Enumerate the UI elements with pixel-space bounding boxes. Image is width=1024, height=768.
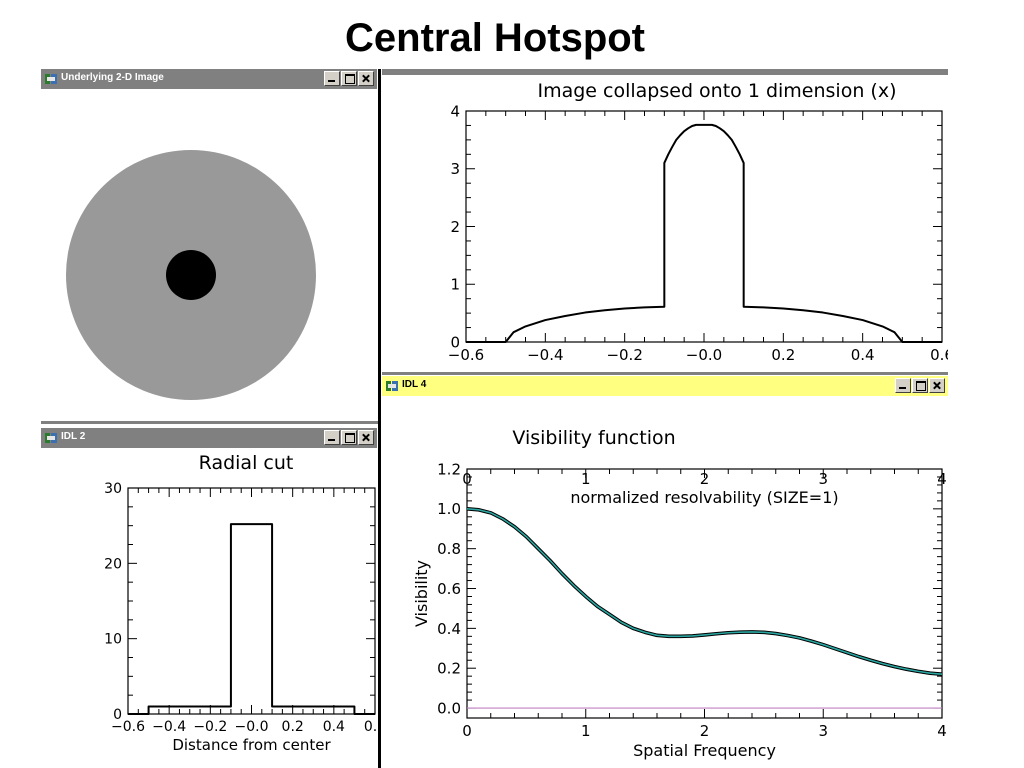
chart-title: Radial cut [199,452,294,474]
plot-frame [465,110,943,343]
y-tick-label: 3 [450,160,460,178]
window-controls [895,378,945,394]
y-tick-label: 4 [450,102,460,120]
image-window-titlebar[interactable]: Underlying 2-D Image [41,69,377,89]
x-tick-label: 0.2 [771,346,795,364]
idl-app-icon [386,381,398,391]
top-x-tick-label: 1 [581,470,591,488]
top-x-tick-label: 3 [818,470,828,488]
x-axis-label: Distance from center [172,736,331,754]
x-tick-label: 0 [462,722,472,740]
maximize-button[interactable] [341,430,357,445]
window-controls [324,430,374,446]
window-divider [41,421,378,424]
x-tick-label: −0.6 [111,719,145,735]
x-tick-label: 2 [700,722,710,740]
x-tick-label: 0.6 [364,719,377,735]
x-tick-label: 4 [937,722,947,740]
x-tick-label: 0.2 [282,719,304,735]
y-tick-label: 0.6 [437,580,461,598]
x-tick-label: 3 [818,722,828,740]
x-tick-label: 0.4 [851,346,875,364]
visibility-window-titlebar[interactable]: IDL 4 [382,376,948,396]
y-tick-label: 1 [450,276,460,294]
maximize-button[interactable] [341,71,357,86]
y-tick-label: 20 [104,556,122,572]
collapsed-window-titlebar[interactable] [382,69,948,75]
idl-app-icon [45,74,57,84]
x-tick-label: −0.2 [193,719,227,735]
central-hotspot [166,250,216,300]
y-tick-label: 0 [113,707,122,723]
y-tick-label: 0.8 [437,540,461,558]
x-tick-label: −0.6 [448,346,484,364]
y-tick-label: 30 [104,481,122,497]
image-window-title: Underlying 2-D Image [61,72,164,83]
top-x-tick-label: 2 [700,470,710,488]
y-tick-label: 0.2 [437,660,461,678]
x-tick-label: 1 [581,722,591,740]
chart-title: Visibility function [512,427,675,449]
image-window: Underlying 2-D Image [41,69,377,419]
y-tick-label: 1.2 [437,460,461,478]
y-tick-label: 10 [104,632,122,648]
x-axis-label: Spatial Frequency [633,741,776,760]
y-tick-label: 1.0 [437,500,461,518]
radial-plot: −0.6 −0.4 −0.2 −0.0 0.2 0.4 0.6 0 10 20 30 Radial c… [104,452,377,754]
x-tick-label: −0.2 [606,346,642,364]
slide-title: Central Hotspot [345,16,645,60]
x-tick-label: −0.4 [527,346,563,364]
window-divider [378,69,381,768]
plot-frame [127,487,376,715]
collapsed-window: −0.6 −0.4 −0.2 −0.0 0.2 0.4 0.6 0 1 2 3 4 Image coll… [382,69,948,372]
y-tick-label: 0 [450,333,460,351]
x-tick-label: 0.4 [323,719,345,735]
window-divider [382,372,948,375]
series-line [466,508,943,675]
window-controls [324,71,374,87]
series-line [466,123,942,343]
radial-window: IDL 2 −0.6 −0.4 −0.2 −0.0 0.2 0.4 0.6 0 10 20 30 Ra… [41,428,377,768]
y-tick-label: 2 [450,218,460,236]
y-tick-label: 0.0 [437,699,461,717]
visibility-window-title: IDL 4 [402,379,427,390]
radial-window-titlebar[interactable]: IDL 2 [41,428,377,448]
series-line-shadow [466,507,943,676]
minimize-button[interactable] [324,71,340,86]
top-x-tick-label: 0 [462,470,472,488]
collapsed-plot: −0.6 −0.4 −0.2 −0.0 0.2 0.4 0.6 0 1 2 3 4 Image coll… [448,80,948,364]
series-line [128,523,375,715]
image-2d-canvas [66,150,316,400]
minimize-button[interactable] [324,430,340,445]
idl-app-icon [45,433,57,443]
close-button[interactable] [358,430,374,445]
x-tick-label: −0.0 [235,719,269,735]
radial-window-title: IDL 2 [61,431,86,442]
x-tick-label: 0.6 [930,346,948,364]
y-axis-label: Visibility [412,560,431,627]
visibility-window: IDL 4 0 0 1 1 2 2 3 3 4 4 0.0 0.2 0.4 0.6 0.8 1.0 1.2 Vis… [382,376,948,768]
top-axis-label: normalized resolvability (SIZE=1) [570,488,838,507]
maximize-button[interactable] [912,378,928,393]
close-button[interactable] [358,71,374,86]
close-button[interactable] [929,378,945,393]
chart-title: Image collapsed onto 1 dimension (x) [537,80,896,102]
minimize-button[interactable] [895,378,911,393]
x-tick-label: −0.0 [686,346,722,364]
y-tick-label: 0.4 [437,620,461,638]
x-tick-label: −0.4 [152,719,186,735]
visibility-plot: 0 0 1 1 2 2 3 3 4 4 0.0 0.2 0.4 0.6 0.8 1.0 1.2 Visibilit… [412,427,947,760]
top-x-tick-label: 4 [937,470,947,488]
